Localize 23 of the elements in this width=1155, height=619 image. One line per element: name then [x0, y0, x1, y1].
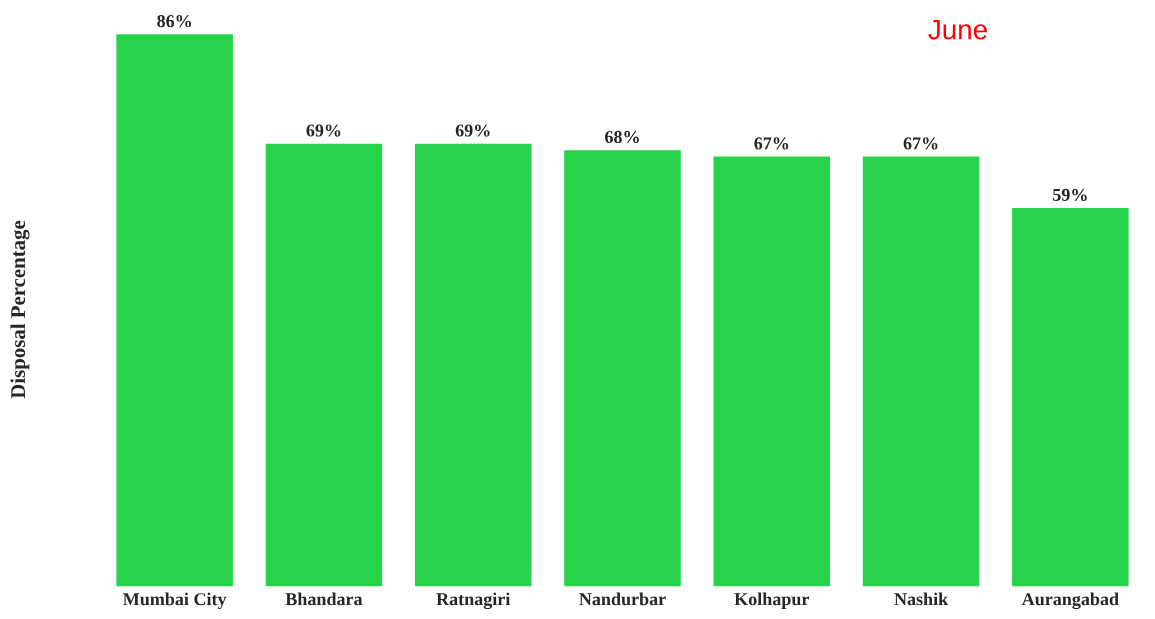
data-label: 69%: [455, 124, 490, 137]
data-label: 59%: [1053, 188, 1087, 201]
data-label: 86%: [157, 15, 192, 28]
y-axis-title: Disposal Percentage: [10, 220, 30, 399]
chart-title: June: [928, 20, 987, 40]
data-label: 67%: [903, 137, 938, 150]
data-label: 67%: [754, 137, 789, 150]
bar: [712, 155, 832, 587]
bar: [861, 155, 981, 587]
bar: [1010, 206, 1131, 587]
data-label: 69%: [306, 124, 341, 137]
x-tick-label: Nandurbar: [579, 592, 666, 606]
x-tick-label: Bhandara: [285, 592, 363, 606]
bar: [562, 148, 683, 587]
x-tick-label: Kolhapur: [734, 592, 810, 609]
bar: [114, 32, 235, 587]
x-tick-label: Nashik: [894, 592, 949, 606]
x-tick-label: Aurangabad: [1021, 592, 1119, 610]
bar: [264, 142, 384, 587]
bar: [413, 142, 533, 587]
x-tick-label: Mumbai City: [123, 592, 227, 609]
x-tick-label: Ratnagiri: [436, 592, 511, 610]
data-label: 68%: [605, 130, 639, 144]
